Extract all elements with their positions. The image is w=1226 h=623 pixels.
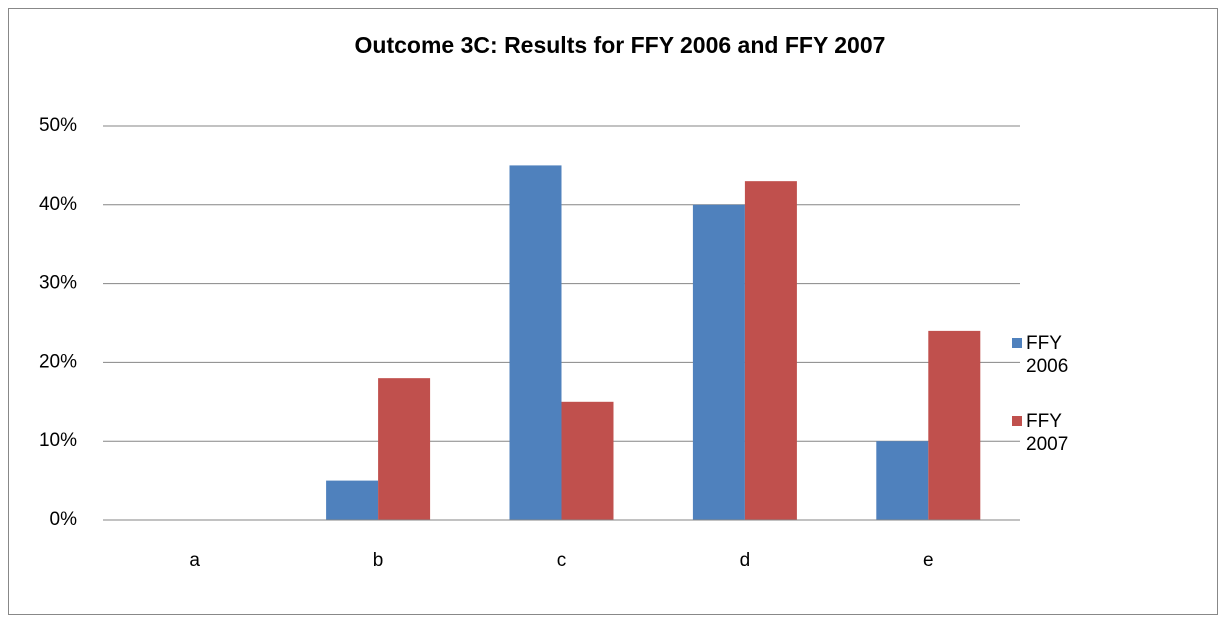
x-tick-label: b (373, 550, 384, 571)
bar (692, 204, 745, 521)
bar (561, 401, 614, 520)
y-tick-label: 40% (39, 194, 77, 215)
bar (744, 181, 797, 520)
x-tick-label: c (557, 550, 567, 571)
y-tick-label: 0% (50, 509, 78, 530)
bar (509, 165, 562, 520)
y-tick-label: 10% (39, 430, 77, 451)
bar (378, 378, 431, 520)
x-tick-label: a (189, 550, 200, 571)
legend-entry: FFY 2007 (1012, 410, 1076, 456)
legend-swatch (1012, 338, 1022, 348)
bar (326, 480, 379, 520)
x-tick-label: d (740, 550, 751, 571)
bar (928, 330, 981, 520)
legend-label: FFY 2006 (1026, 333, 1069, 377)
y-tick-label: 20% (39, 351, 77, 372)
x-tick-label: e (923, 550, 934, 571)
chart-frame (8, 8, 1218, 615)
legend-label: FFY 2007 (1026, 411, 1069, 455)
legend-swatch (1012, 416, 1022, 426)
legend-entry: FFY 2006 (1012, 332, 1076, 378)
y-tick-label: 30% (39, 273, 77, 294)
chart-title: Outcome 3C: Results for FFY 2006 and FFY… (355, 32, 886, 58)
bar (876, 441, 929, 520)
y-tick-label: 50% (39, 115, 77, 136)
